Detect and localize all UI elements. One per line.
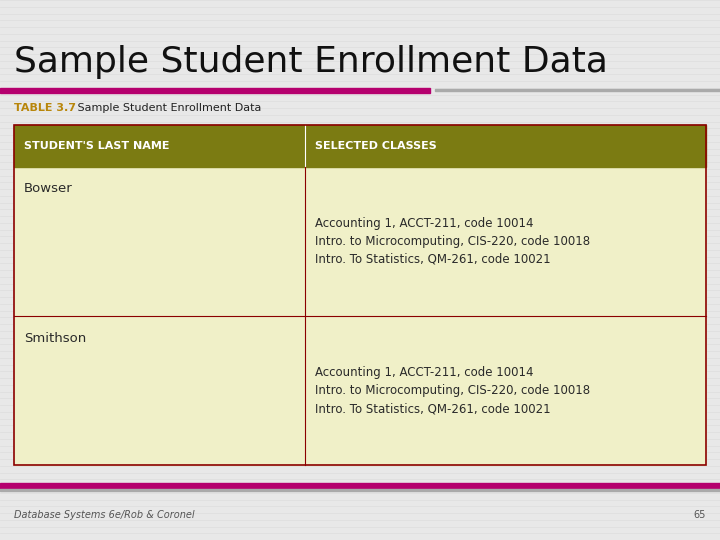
Bar xyxy=(0,489,720,491)
Text: Accounting 1, ACCT-211, code 10014: Accounting 1, ACCT-211, code 10014 xyxy=(315,366,533,379)
Bar xyxy=(0,88,430,93)
Bar xyxy=(14,125,706,167)
Text: 65: 65 xyxy=(693,510,706,520)
Text: STUDENT'S LAST NAME: STUDENT'S LAST NAME xyxy=(24,141,169,151)
Bar xyxy=(14,167,706,316)
Bar xyxy=(14,316,706,465)
Text: Intro. to Microcomputing, CIS-220, code 10018: Intro. to Microcomputing, CIS-220, code … xyxy=(315,384,590,397)
Bar xyxy=(0,483,720,488)
Text: Smithson: Smithson xyxy=(24,332,86,345)
Text: SELECTED CLASSES: SELECTED CLASSES xyxy=(315,141,436,151)
Text: Bowser: Bowser xyxy=(24,183,73,195)
Text: Sample Student Enrollment Data: Sample Student Enrollment Data xyxy=(74,103,261,113)
Text: Sample Student Enrollment Data: Sample Student Enrollment Data xyxy=(14,45,608,79)
Text: Accounting 1, ACCT-211, code 10014: Accounting 1, ACCT-211, code 10014 xyxy=(315,217,533,230)
Text: Intro. To Statistics, QM-261, code 10021: Intro. To Statistics, QM-261, code 10021 xyxy=(315,253,550,266)
Bar xyxy=(14,125,706,465)
Text: Intro. to Microcomputing, CIS-220, code 10018: Intro. to Microcomputing, CIS-220, code … xyxy=(315,235,590,248)
Text: Database Systems 6e/Rob & Coronel: Database Systems 6e/Rob & Coronel xyxy=(14,510,194,520)
Text: TABLE 3.7: TABLE 3.7 xyxy=(14,103,76,113)
Bar xyxy=(435,89,720,91)
Text: Intro. To Statistics, QM-261, code 10021: Intro. To Statistics, QM-261, code 10021 xyxy=(315,402,550,415)
